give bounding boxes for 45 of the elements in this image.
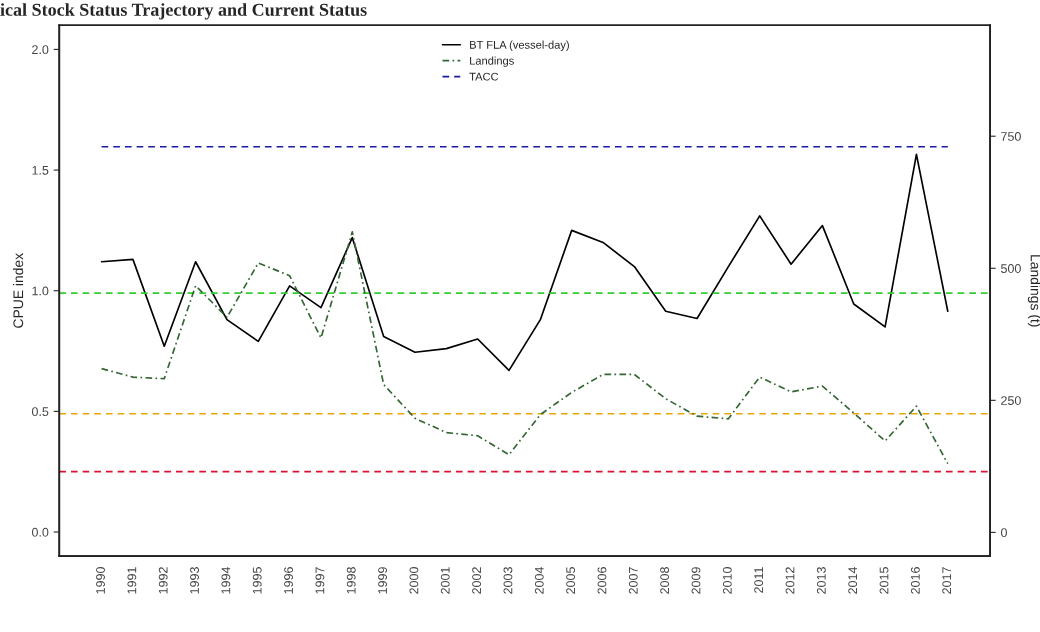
y-tick-label: 1.0 xyxy=(32,286,49,296)
x-tick-label: 2014 xyxy=(848,566,858,594)
y2-tick-label: 0 xyxy=(1000,528,1007,538)
x-tick-label: 2017 xyxy=(942,567,952,594)
y2-tick-label: 500 xyxy=(1001,264,1021,273)
y-axis-title: CPUE index xyxy=(12,253,24,328)
x-tick-label: 2013 xyxy=(816,567,826,594)
x-tick-label: 1998 xyxy=(346,567,356,594)
y-tick-label: 0.5 xyxy=(31,407,49,417)
x-tick-label: 2001 xyxy=(440,567,450,594)
legend-label: BT FLA (vessel-day) xyxy=(470,40,569,51)
x-tick-label: 2000 xyxy=(409,567,419,594)
y2-tick-label: 250 xyxy=(1001,396,1021,405)
x-tick-label: 2003 xyxy=(503,567,513,594)
line-series xyxy=(100,153,949,372)
x-tick-label: 1991 xyxy=(127,567,137,594)
legend-label: Landings xyxy=(470,56,514,67)
y-tick-label: 1.5 xyxy=(32,166,49,175)
chart-title: ical Stock Status Trajectory and Current Status xyxy=(0,3,367,20)
x-tick-label: 2007 xyxy=(628,567,638,594)
x-tick-label: 2005 xyxy=(566,567,576,594)
legend-label: TACC xyxy=(469,72,499,81)
x-tick-label: 2009 xyxy=(691,567,701,594)
x-tick-label: 1999 xyxy=(378,567,388,594)
x-tick-label: 1994 xyxy=(221,566,231,594)
x-tick-label: 2002 xyxy=(472,567,482,594)
y2-tick-label: 750 xyxy=(1001,132,1021,141)
x-tick-label: 2006 xyxy=(597,567,607,594)
y-tick-label: 0.0 xyxy=(31,527,49,537)
x-tick-label: 1990 xyxy=(96,567,105,594)
x-tick-label: 2011 xyxy=(754,567,764,593)
line-series xyxy=(100,230,949,465)
x-tick-label: 1997 xyxy=(315,567,325,594)
y2-axis-title: Landings (t) xyxy=(1027,255,1040,327)
x-tick-label: 1995 xyxy=(252,567,262,594)
x-tick-label: 2010 xyxy=(722,567,732,594)
x-tick-label: 2012 xyxy=(785,567,795,594)
x-tick-label: 1996 xyxy=(284,567,293,594)
y-tick-label: 2.0 xyxy=(32,45,49,55)
x-tick-label: 1992 xyxy=(158,567,168,594)
x-tick-label: 2004 xyxy=(534,566,544,594)
x-tick-label: 2008 xyxy=(660,567,670,594)
x-tick-label: 2016 xyxy=(910,567,920,594)
x-tick-label: 1993 xyxy=(190,567,199,594)
x-tick-label: 2015 xyxy=(879,567,889,594)
